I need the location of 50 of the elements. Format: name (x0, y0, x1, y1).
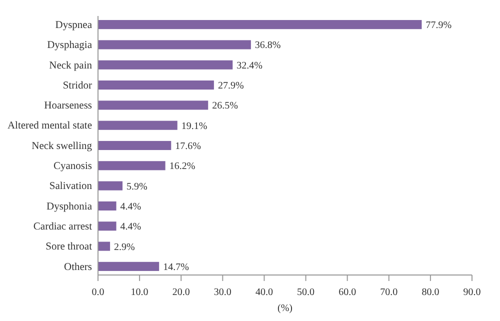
data-label: 2.9% (114, 242, 135, 253)
data-label: 77.9% (426, 20, 452, 32)
bar (98, 120, 178, 130)
x-tick-label: 40.0 (255, 287, 273, 298)
bar (98, 242, 110, 251)
data-label: 19.1% (181, 120, 208, 132)
data-label: 26.5% (212, 100, 238, 112)
data-label: 4.4% (120, 201, 142, 212)
bar (98, 100, 208, 110)
bar (98, 20, 422, 30)
bar (98, 222, 116, 231)
x-tick-label: 10.0 (130, 287, 148, 298)
y-tick-label: Sore throat (46, 242, 92, 253)
y-tick-label: Neck pain (49, 60, 93, 72)
x-axis-title: (%) (278, 303, 292, 314)
y-tick-label: Neck swelling (32, 140, 93, 152)
bar (98, 201, 116, 210)
data-label: 32.4% (236, 60, 262, 72)
y-tick-label: Hoarseness (44, 100, 92, 112)
bar (98, 40, 251, 50)
data-label: 36.8% (254, 40, 281, 52)
x-tick-label: 90.0 (463, 287, 481, 298)
data-label: 17.6% (175, 141, 201, 152)
y-tick-label: Altered mental state (7, 120, 92, 132)
y-tick-label: Dysphagia (47, 40, 92, 52)
x-tick-label: 20.0 (172, 287, 190, 298)
bar (98, 262, 160, 271)
data-label: 16.2% (169, 161, 196, 172)
y-tick-label: Cardiac arrest (33, 221, 92, 232)
y-tick-label: Salivation (49, 181, 93, 192)
bar (98, 140, 172, 150)
x-tick-label: 80.0 (422, 287, 440, 298)
x-tick-label: 50.0 (297, 287, 315, 298)
data-label: 14.7% (163, 262, 189, 273)
x-tick-label: 70.0 (380, 287, 398, 298)
bar (98, 181, 123, 190)
bar (98, 60, 233, 70)
x-tick-label: 0.0 (92, 287, 104, 298)
x-tick-label: 30.0 (214, 287, 232, 298)
y-tick-label: Stridor (62, 80, 92, 92)
bar (98, 161, 166, 170)
y-tick-label: Dysphonia (46, 201, 92, 212)
data-label: 27.9% (218, 80, 244, 92)
x-tick-label: 60.0 (338, 287, 356, 298)
data-label: 5.9% (126, 181, 148, 192)
y-tick-label: Dyspnea (55, 20, 92, 31)
bar (98, 80, 214, 90)
data-label: 4.4% (120, 222, 142, 233)
y-tick-label: Cyanosis (53, 161, 92, 172)
y-tick-label: Others (64, 262, 92, 273)
